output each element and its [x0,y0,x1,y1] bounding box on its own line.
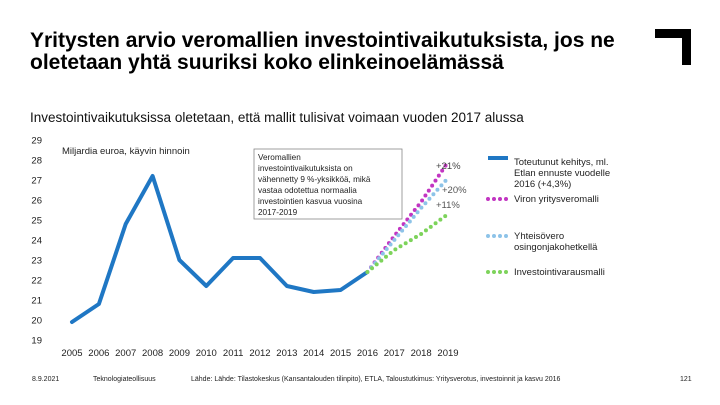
x-tick-label: 2013 [276,348,297,359]
annotation-text-line: Veromallien [258,153,301,162]
annotation-text-line: investointien kasvua vuosina [258,197,363,206]
x-tick-label: 2009 [169,348,190,359]
slide-title: Yritysten arvio veromallien investointiv… [30,29,615,74]
x-tick-label: 2019 [437,348,458,359]
series-line-projection-2 [365,176,450,274]
x-tick-label: 2008 [142,348,163,359]
corner-bracket-logo [655,29,691,65]
series-line-projection-3 [365,212,450,274]
legend-label-vero: Viron yritysveromalli [514,194,599,205]
y-tick-label: 22 [31,276,42,287]
percent-change-label: +11% [436,200,460,211]
footer-date: 8.9.2021 [32,376,60,383]
y-tick-label: 25 [31,216,42,227]
series-line-projection-1 [365,160,450,274]
y-tick-label: 19 [31,336,42,347]
x-tick-label: 2006 [88,348,109,359]
x-tick-label: 2005 [61,348,82,359]
legend-label-yhteisovero: Yhteisövero [514,231,564,242]
annotation-box [253,148,403,220]
x-tick-label: 2017 [384,348,405,359]
legend-label-actual: Etlan ennuste vuodelle [514,168,610,179]
footer-source: Lähde: Lähde: Tilastokeskus (Kansantalou… [191,376,561,383]
x-tick-label: 2011 [223,348,243,359]
y-tick-label: 26 [31,196,42,207]
percent-change-label: +20% [442,185,467,196]
y-tick-label: 20 [31,316,42,327]
annotation-text-line: vähennetty 9 %-yksikköä, mikä [258,175,371,184]
x-tick-label: 2015 [330,348,351,359]
legend-label-actual: Toteutunut kehitys, ml. [514,157,609,168]
annotation-text-line: vastaa odotettua normaalia [258,186,357,195]
footer-page-number: 121 [680,376,692,383]
y-tick-label: 27 [31,176,42,187]
x-tick-label: 2010 [196,348,217,359]
annotation-text-line: investointivaikutuksista on [258,164,353,173]
slide-subtitle: Investointivaikutuksissa oletetaan, että… [30,110,524,125]
annotation-text-line: 2017-2019 [258,208,298,217]
y-axis-label: Miljardia euroa, käyvin hinnoin [62,146,190,157]
chart: Miljardia euroa, käyvin hinnoin 19 20 21 22… [31,136,610,360]
legend-label-investointivaraus: Investointivarausmalli [514,267,605,278]
legend-label-actual: 2016 (+4,3%) [514,179,571,190]
y-tick-label: 29 [31,136,42,147]
percent-change-label: +21% [436,161,461,172]
x-tick-label: 2012 [249,348,270,359]
series-line-actual [70,174,370,324]
y-tick-label: 21 [31,296,42,307]
legend-label-yhteisovero: osingonjakohetkellä [514,242,598,253]
y-tick-label: 28 [31,156,42,167]
y-tick-label: 24 [31,236,42,247]
footer-organization: Teknologiateollisuus [93,376,156,383]
x-tick-label: 2016 [357,348,378,359]
y-tick-label: 23 [31,256,42,267]
x-tick-label: 2007 [115,348,136,359]
x-tick-label: 2014 [303,348,324,359]
x-tick-label: 2018 [411,348,432,359]
